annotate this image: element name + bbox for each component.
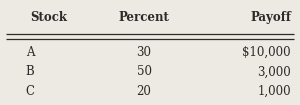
Text: 20: 20 <box>136 85 152 98</box>
Text: 30: 30 <box>136 46 152 59</box>
Text: Stock: Stock <box>30 11 67 24</box>
Text: B: B <box>26 65 34 78</box>
Text: C: C <box>26 85 34 98</box>
Text: 1,000: 1,000 <box>257 85 291 98</box>
Text: $10,000: $10,000 <box>242 46 291 59</box>
Text: A: A <box>26 46 34 59</box>
Text: Percent: Percent <box>118 11 169 24</box>
Text: Payoff: Payoff <box>250 11 291 24</box>
Text: 3,000: 3,000 <box>257 65 291 78</box>
Text: 50: 50 <box>136 65 152 78</box>
